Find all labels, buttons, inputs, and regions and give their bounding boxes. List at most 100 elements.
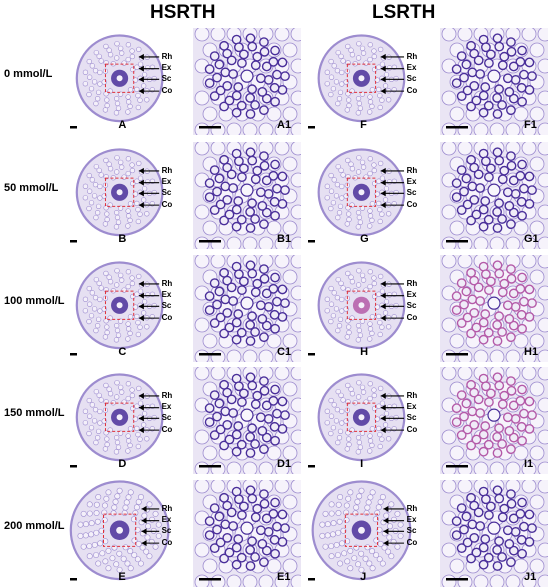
panel-letter: A bbox=[118, 119, 127, 131]
closeup-panel-i1: I1 bbox=[440, 367, 548, 474]
stele-closeup bbox=[441, 142, 548, 249]
cross-section-panel-a: Rh Ex Sc Co A bbox=[68, 28, 188, 135]
panel-letter: A1 bbox=[277, 119, 292, 131]
tissue-label-co: Co bbox=[406, 537, 418, 547]
roi-box bbox=[104, 402, 135, 432]
scale-bar bbox=[199, 353, 221, 356]
tissue-label-ex: Ex bbox=[161, 177, 172, 187]
row-label: 50 mmol/L bbox=[4, 182, 59, 194]
scale-bar bbox=[199, 578, 221, 581]
row-label: 100 mmol/L bbox=[4, 295, 65, 307]
scale-bar bbox=[308, 353, 315, 356]
tissue-label-co: Co bbox=[406, 424, 418, 434]
tissue-label-rh: Rh bbox=[161, 503, 173, 513]
root-cross-section bbox=[75, 34, 164, 123]
cross-section-panel-j: Rh Ex Sc Co J bbox=[306, 480, 435, 587]
tissue-label-sc: Sc bbox=[161, 526, 172, 535]
panel-letter: D1 bbox=[277, 458, 292, 470]
tissue-label-ex: Ex bbox=[406, 515, 417, 525]
panel-letter: E bbox=[118, 571, 126, 583]
scale-bar bbox=[308, 126, 315, 129]
cross-section-panel-e: Rh Ex Sc Co E bbox=[68, 480, 188, 587]
cross-section-panel-f: Rh Ex Sc Co F bbox=[306, 28, 435, 135]
scale-bar bbox=[446, 465, 468, 468]
panel-letter: F bbox=[360, 119, 367, 131]
tissue-label-rh: Rh bbox=[161, 51, 173, 61]
root-cross-section bbox=[75, 373, 164, 462]
tissue-label-co: Co bbox=[161, 199, 173, 209]
scale-bar bbox=[308, 465, 315, 468]
tissue-label-ex: Ex bbox=[161, 515, 172, 525]
panel-letter: E1 bbox=[277, 571, 291, 583]
group-title-lsrth: LSRTH bbox=[372, 2, 436, 23]
tissue-label-rh: Rh bbox=[406, 165, 418, 175]
closeup-panel-c1: C1 bbox=[193, 255, 301, 362]
tissue-label-co: Co bbox=[161, 312, 173, 322]
scale-bar bbox=[446, 240, 468, 243]
root-cross-section bbox=[317, 34, 406, 123]
scale-bar bbox=[70, 465, 77, 468]
scale-bar bbox=[199, 465, 221, 468]
stele-closeup bbox=[441, 480, 548, 587]
panel-letter: F1 bbox=[524, 119, 537, 131]
stele-closeup bbox=[194, 28, 301, 135]
scale-bar bbox=[308, 240, 315, 243]
panel-letter: D bbox=[118, 458, 127, 470]
scale-bar bbox=[308, 578, 315, 581]
roi-box bbox=[346, 290, 377, 320]
cross-section-panel-c: Rh Ex Sc Co C bbox=[68, 255, 188, 362]
tissue-label-sc: Sc bbox=[161, 74, 172, 83]
tissue-label-sc: Sc bbox=[406, 188, 417, 197]
panel-letter: I1 bbox=[524, 458, 534, 470]
panel-letter: B1 bbox=[277, 233, 292, 245]
closeup-panel-b1: B1 bbox=[193, 142, 301, 249]
scale-bar bbox=[446, 126, 468, 129]
tissue-label-sc: Sc bbox=[161, 188, 172, 197]
tissue-label-ex: Ex bbox=[406, 177, 417, 187]
group-title-hsrth: HSRTH bbox=[150, 2, 216, 23]
panel-letter: C1 bbox=[277, 346, 292, 358]
tissue-label-rh: Rh bbox=[406, 390, 418, 400]
root-cross-section bbox=[75, 261, 164, 350]
closeup-panel-j1: J1 bbox=[440, 480, 548, 587]
panel-letter: H bbox=[360, 346, 369, 358]
scale-bar bbox=[70, 578, 77, 581]
stele-closeup bbox=[194, 255, 301, 362]
tissue-label-rh: Rh bbox=[406, 278, 418, 288]
tissue-label-ex: Ex bbox=[406, 63, 417, 73]
roi-box bbox=[346, 63, 377, 93]
root-cross-section bbox=[317, 373, 406, 462]
stele-closeup bbox=[194, 142, 301, 249]
roi-box bbox=[104, 177, 135, 207]
closeup-panel-f1: F1 bbox=[440, 28, 548, 135]
tissue-label-sc: Sc bbox=[161, 413, 172, 422]
panel-letter: C bbox=[118, 346, 127, 358]
root-cross-section bbox=[311, 480, 412, 581]
tissue-label-co: Co bbox=[406, 199, 418, 209]
tissue-label-ex: Ex bbox=[406, 402, 417, 412]
closeup-panel-d1: D1 bbox=[193, 367, 301, 474]
panel-letter: H1 bbox=[524, 346, 539, 358]
tissue-label-sc: Sc bbox=[161, 301, 172, 310]
stele-closeup bbox=[441, 367, 548, 474]
roi-box bbox=[104, 290, 135, 320]
scale-bar bbox=[70, 353, 77, 356]
tissue-label-co: Co bbox=[406, 85, 418, 95]
panel-letter: B bbox=[118, 233, 127, 245]
row-label: 150 mmol/L bbox=[4, 407, 65, 419]
tissue-label-ex: Ex bbox=[161, 290, 172, 300]
cross-section-panel-b: Rh Ex Sc Co B bbox=[68, 142, 188, 249]
closeup-panel-g1: G1 bbox=[440, 142, 548, 249]
scale-bar bbox=[199, 240, 221, 243]
roi-box bbox=[346, 402, 377, 432]
tissue-label-ex: Ex bbox=[161, 63, 172, 73]
panel-letter: J1 bbox=[524, 571, 537, 583]
scale-bar bbox=[70, 126, 77, 129]
tissue-label-rh: Rh bbox=[161, 278, 173, 288]
tissue-label-sc: Sc bbox=[406, 413, 417, 422]
root-cross-section bbox=[75, 148, 164, 237]
tissue-label-co: Co bbox=[406, 312, 418, 322]
panel-letter: G1 bbox=[524, 233, 539, 245]
scale-bar bbox=[446, 353, 468, 356]
tissue-label-rh: Rh bbox=[161, 390, 173, 400]
